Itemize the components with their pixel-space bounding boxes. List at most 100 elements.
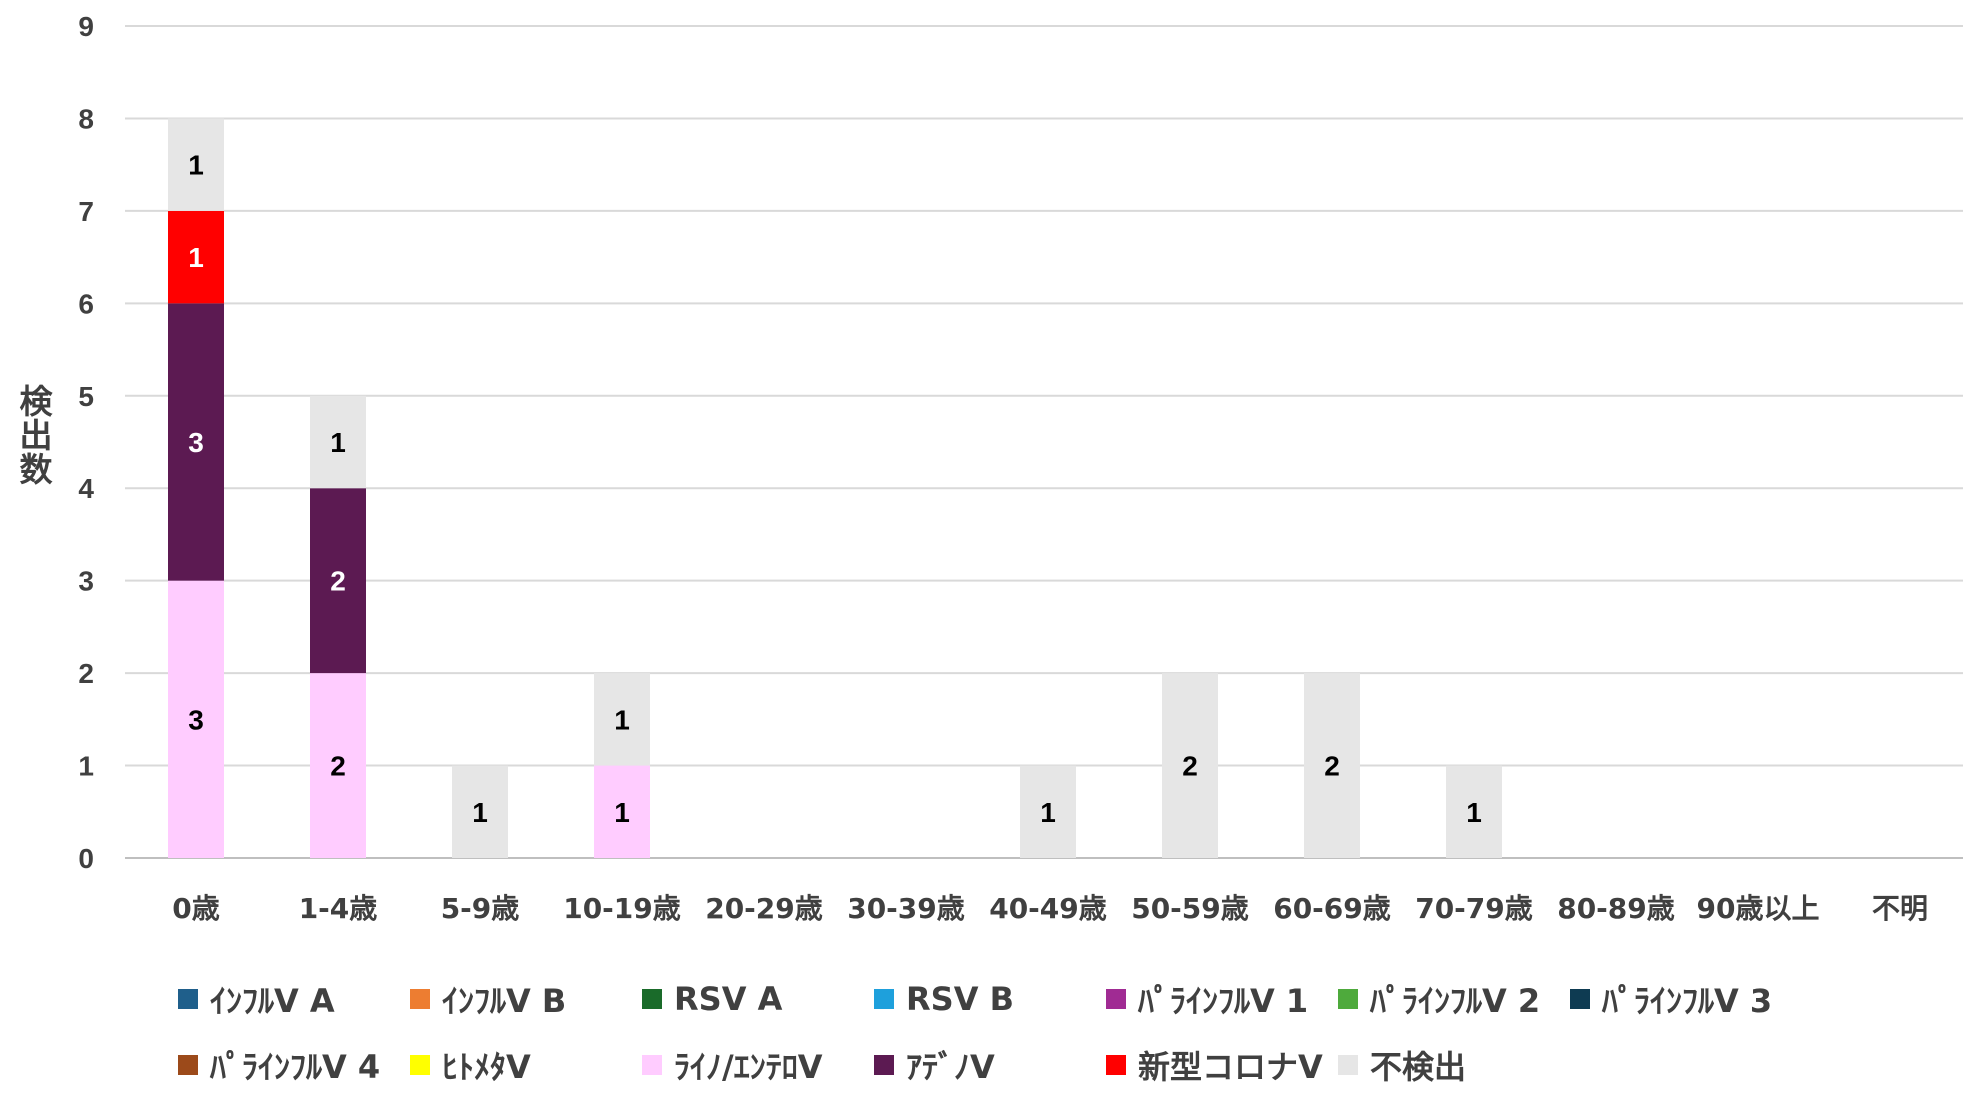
- bar-segment: [168, 210, 224, 304]
- legend-item: ﾗｲﾉ/ｴﾝﾃﾛV: [642, 1042, 874, 1088]
- legend-swatch: [1338, 989, 1358, 1009]
- x-tick-label: 5-9歳: [441, 892, 520, 925]
- y-tick-label: 9: [78, 11, 94, 42]
- y-tick-label: 8: [78, 103, 94, 134]
- y-axis-label-char: 数: [19, 450, 53, 489]
- legend-swatch: [1106, 1055, 1126, 1075]
- legend-item: 新型コロナV: [1106, 1042, 1338, 1088]
- y-tick-label: 7: [78, 196, 94, 227]
- bar-segment: [168, 303, 224, 581]
- bars: 3 3 1 1 2 2 1 1 1 1 1 2 2 1: [168, 118, 1502, 858]
- y-tick-label: 6: [78, 288, 94, 319]
- bar-segment: [310, 488, 366, 674]
- legend-label: ﾋﾄﾒﾀV: [442, 1048, 531, 1086]
- y-axis-label: 検出数: [14, 385, 58, 487]
- legend-item: ｲﾝﾌﾙV A: [178, 976, 410, 1022]
- legend-swatch: [1106, 989, 1126, 1009]
- legend-row: ｲﾝﾌﾙV A ｲﾝﾌﾙV B RSV A RSV B ﾊﾟﾗｲﾝﾌﾙV 1 ﾊﾟﾗｲﾝﾌ…: [178, 972, 1958, 1026]
- bar-segment: [168, 580, 224, 858]
- y-tick-label: 3: [78, 566, 94, 597]
- legend-item: RSV A: [642, 980, 874, 1018]
- x-tick-label: 0歳: [172, 892, 219, 925]
- legend-swatch: [874, 1055, 894, 1075]
- y-tick-label: 2: [78, 658, 94, 689]
- bar-segment: [1304, 673, 1360, 858]
- data-label: 1: [1040, 797, 1056, 828]
- legend-label: RSV B: [906, 980, 1014, 1018]
- x-tick-label: 70-79歳: [1415, 892, 1533, 925]
- bar-segment: [452, 765, 508, 858]
- y-tick-label: 0: [78, 843, 94, 874]
- bar-segment: [168, 118, 224, 211]
- x-tick-label: 60-69歳: [1273, 892, 1391, 925]
- legend-swatch: [1338, 1055, 1358, 1075]
- data-label: 2: [1182, 751, 1198, 782]
- legend-label: ﾗｲﾉ/ｴﾝﾃﾛV: [674, 1048, 823, 1086]
- data-label: 1: [330, 427, 346, 458]
- legend-item: ﾊﾟﾗｲﾝﾌﾙV 4: [178, 1042, 410, 1088]
- bar-segment: [1020, 765, 1076, 858]
- legend-label: ﾊﾟﾗｲﾝﾌﾙV 2: [1370, 982, 1541, 1020]
- legend: ｲﾝﾌﾙV A ｲﾝﾌﾙV B RSV A RSV B ﾊﾟﾗｲﾝﾌﾙV 1 ﾊﾟﾗｲﾝﾌ…: [178, 972, 1958, 1104]
- x-tick-label: 1-4歳: [299, 892, 378, 925]
- x-tick-label: 50-59歳: [1131, 892, 1249, 925]
- legend-label: 新型コロナV: [1138, 1048, 1323, 1086]
- bar-segment: [310, 395, 366, 489]
- legend-swatch: [410, 989, 430, 1009]
- legend-label: ﾊﾟﾗｲﾝﾌﾙV 1: [1138, 982, 1309, 1020]
- legend-label: ｲﾝﾌﾙV B: [442, 982, 567, 1020]
- legend-label: 不検出: [1370, 1048, 1467, 1086]
- legend-item: RSV B: [874, 980, 1106, 1018]
- legend-swatch: [178, 1055, 198, 1075]
- legend-swatch: [642, 989, 662, 1009]
- legend-item: ｱﾃﾞﾉV: [874, 1042, 1106, 1088]
- y-axis-label-char: 出: [19, 416, 53, 455]
- x-tick-label: 不明: [1872, 892, 1928, 925]
- bar-segment: [1162, 673, 1218, 858]
- data-label: 1: [472, 797, 488, 828]
- data-label: 3: [188, 427, 204, 458]
- data-label: 1: [188, 242, 204, 273]
- bar-segment: [594, 673, 650, 766]
- data-label: 2: [330, 566, 346, 597]
- x-tick-label: 40-49歳: [989, 892, 1107, 925]
- legend-item: ﾋﾄﾒﾀV: [410, 1042, 642, 1088]
- bar-segment: [594, 765, 650, 858]
- data-label: 3: [188, 704, 204, 735]
- data-label: 1: [188, 150, 204, 181]
- data-label: 2: [330, 751, 346, 782]
- y-axis-label-char: 検: [19, 382, 53, 421]
- gridlines: [125, 25, 1963, 859]
- data-label: 1: [614, 704, 630, 735]
- legend-label: ｱﾃﾞﾉV: [906, 1048, 995, 1086]
- data-label: 1: [1466, 797, 1482, 828]
- legend-label: RSV A: [674, 980, 783, 1018]
- y-tick-label: 1: [78, 751, 94, 782]
- x-tick-label: 20-29歳: [705, 892, 823, 925]
- x-tick-label: 80-89歳: [1557, 892, 1675, 925]
- x-tick-label: 30-39歳: [847, 892, 965, 925]
- legend-label: ﾊﾟﾗｲﾝﾌﾙV 3: [1602, 982, 1773, 1020]
- bar-segment: [310, 673, 366, 858]
- x-tick-label: 90歳以上: [1697, 892, 1820, 925]
- bar-segment: [1446, 765, 1502, 858]
- legend-item: ﾊﾟﾗｲﾝﾌﾙV 2: [1338, 976, 1570, 1022]
- y-tick-label: 5: [78, 381, 94, 412]
- x-tick-label: 10-19歳: [563, 892, 681, 925]
- legend-label: ｲﾝﾌﾙV A: [210, 982, 335, 1020]
- legend-swatch: [642, 1055, 662, 1075]
- legend-label: ﾊﾟﾗｲﾝﾌﾙV 4: [210, 1048, 381, 1086]
- y-tick-label: 4: [78, 473, 94, 504]
- data-label: 1: [614, 797, 630, 828]
- legend-swatch: [410, 1055, 430, 1075]
- y-axis-ticks: 0 1 2 3 4 5 6 7 8 9: [78, 11, 94, 874]
- legend-swatch: [1570, 989, 1590, 1009]
- legend-item: ﾊﾟﾗｲﾝﾌﾙV 3: [1570, 976, 1802, 1022]
- legend-item: 不検出: [1338, 1042, 1570, 1088]
- legend-item: ﾊﾟﾗｲﾝﾌﾙV 1: [1106, 976, 1338, 1022]
- data-label: 2: [1324, 751, 1340, 782]
- legend-swatch: [874, 989, 894, 1009]
- legend-item: ｲﾝﾌﾙV B: [410, 976, 642, 1022]
- legend-row: ﾊﾟﾗｲﾝﾌﾙV 4 ﾋﾄﾒﾀV ﾗｲﾉ/ｴﾝﾃﾛV ｱﾃﾞﾉV 新型コロナV 不検出: [178, 1038, 1958, 1092]
